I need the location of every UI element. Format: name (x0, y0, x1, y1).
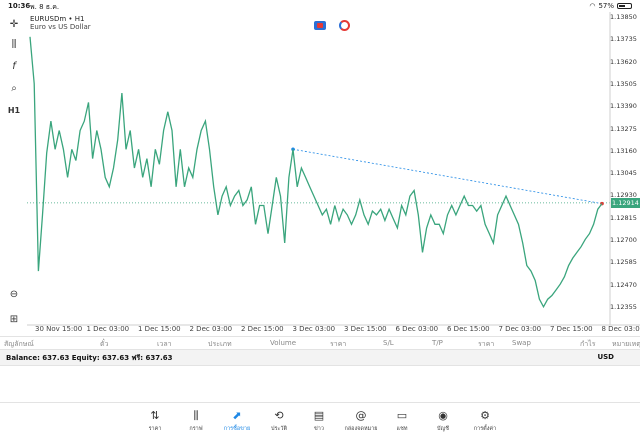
current-price-tag: 1.12914 (611, 197, 640, 208)
function-icon[interactable]: f (12, 61, 16, 72)
table-column-header[interactable]: เวลา (157, 340, 172, 348)
y-tick-label: 1.12585 (610, 258, 637, 267)
table-column-header[interactable]: กำไร (580, 340, 596, 348)
table-column-header[interactable]: ประเภท (208, 340, 232, 348)
x-tick-label: 3 Dec 15:00 (344, 325, 387, 333)
one-click-trading-icon[interactable] (314, 21, 326, 30)
battery-percent: 57% (598, 2, 614, 10)
nav-item[interactable]: ⟲ ประวัติ (261, 409, 297, 433)
y-tick-label: 1.12470 (610, 280, 637, 289)
nav-item[interactable]: ⇅ ราคา (137, 409, 173, 433)
nav-label: ราคา (148, 426, 162, 432)
date: พ. 8 ธ.ค. (30, 3, 60, 11)
x-tick-label: 7 Dec 15:00 (550, 325, 593, 333)
status-bar: 10:36 พ. 8 ธ.ค. ◠ 57% (0, 0, 640, 12)
clock: 10:36 (8, 2, 31, 10)
account-icon: ◉ (438, 409, 448, 422)
settings-icon: ⚙ (480, 409, 490, 422)
nav-label: การตั้งค่า (473, 426, 497, 432)
table-column-header[interactable]: สัญลักษณ์ (4, 340, 34, 348)
balance-summary: Balance: 637.63 Equity: 637.63 ฟรี: 637.… (6, 354, 173, 362)
history-icon: ⟲ (274, 409, 284, 422)
nav-label: การซื้อขาย (223, 426, 251, 432)
nav-label: แชท (396, 426, 408, 432)
y-tick-label: 1.12930 (610, 191, 637, 200)
y-tick-label: 1.12355 (610, 302, 637, 311)
nav-label: กล่องจดหมาย (344, 426, 378, 432)
quotes-icon: ⇅ (150, 409, 160, 422)
price-series-group (29, 36, 603, 309)
y-tick-label: 1.13045 (610, 169, 637, 178)
y-tick-label: 1.13850 (610, 13, 637, 21)
mailbox-icon: @ (355, 409, 367, 422)
table-column-header[interactable]: S/L (383, 339, 394, 347)
y-tick-label: 1.13160 (610, 146, 637, 155)
objects-icon[interactable]: ⌕ (11, 83, 17, 94)
table-column-header[interactable]: Volume (270, 339, 297, 347)
y-tick-label: 1.13620 (610, 57, 637, 66)
nav-item[interactable]: ⫼ กราฟ (178, 409, 214, 433)
x-tick-label: 1 Dec 15:00 (138, 325, 181, 333)
battery-icon (617, 3, 632, 9)
account-summary-row: Balance: 637.63 Equity: 637.63 ฟรี: 637.… (0, 350, 640, 366)
symbol-title: EURUSDm • H1 (30, 15, 85, 23)
price-chart[interactable]: EURUSDm • H1 Euro vs US Dollar 1.13850 1.… (27, 12, 640, 335)
trendline (292, 148, 603, 205)
nav-label: ข่าว (314, 426, 324, 432)
signal-indicator-icon[interactable] (339, 20, 350, 31)
nav-item[interactable]: ▭ แชท (384, 409, 420, 433)
wifi-icon: ◠ (589, 2, 596, 10)
nav-label: ประวัติ (270, 426, 288, 432)
crosshair-icon[interactable]: ✛ (9, 19, 19, 30)
x-tick-label: 6 Dec 03:00 (395, 325, 439, 333)
y-tick-label: 1.12815 (610, 213, 637, 222)
positions-table-header: สัญลักษณ์ ตั๋ว เวลา ประเภท Volume ราคา S/L T/P ร… (0, 336, 640, 350)
status-icons: ◠ 57% (589, 2, 632, 10)
chart-toolbar: ✛ ⫼ f ⌕ H1 ⊖ ⊞ (0, 12, 27, 327)
x-tick-label: 7 Dec 03:00 (498, 325, 542, 333)
x-tick-label: 2 Dec 03:00 (189, 325, 233, 333)
y-tick-label: 1.13505 (610, 79, 637, 88)
x-tick-label: 30 Nov 15:00 (35, 325, 83, 333)
y-tick-label: 1.13735 (610, 35, 637, 44)
y-tick-label: 1.13390 (610, 102, 637, 111)
nav-label: บัญชี (437, 426, 449, 432)
indicators-icon[interactable]: ⫼ (11, 39, 17, 50)
nav-label: กราฟ (189, 426, 203, 432)
symbol-description: Euro vs US Dollar (30, 23, 91, 31)
table-column-header[interactable]: ตั๋ว (100, 340, 109, 348)
account-currency: USD (597, 353, 614, 361)
nav-item[interactable]: ▤ ข่าว (301, 409, 337, 433)
news-icon: ▤ (313, 409, 325, 422)
table-column-header[interactable]: หมายเหตุ (612, 340, 640, 348)
x-tick-label: 1 Dec 03:00 (86, 325, 130, 333)
zoom-icon[interactable]: ⊖ (9, 289, 19, 300)
new-order-icon[interactable]: ⊞ (9, 314, 19, 325)
nav-item[interactable]: ◉ บัญชี (425, 409, 461, 433)
x-tick-label: 3 Dec 03:00 (292, 325, 336, 333)
trade-icon: ⬈ (232, 409, 242, 422)
table-column-header[interactable]: Swap (512, 339, 531, 347)
chart-canvas (27, 12, 640, 326)
chat-icon: ▭ (396, 409, 408, 422)
nav-item[interactable]: @ กล่องจดหมาย (343, 409, 379, 433)
trendline-group (291, 147, 604, 206)
nav-item[interactable]: ⚙ การตั้งค่า (467, 409, 503, 433)
y-tick-label: 1.12700 (610, 236, 637, 244)
timeframe-button[interactable]: H1 (7, 106, 21, 115)
x-tick-label: 2 Dec 15:00 (241, 325, 284, 333)
x-tick-label: 8 Dec 03:00 (601, 325, 640, 333)
y-tick-label: 1.13275 (610, 124, 637, 133)
nav-item[interactable]: ⬈ การซื้อขาย (219, 409, 255, 433)
x-tick-label: 6 Dec 15:00 (447, 325, 490, 333)
chart-icon: ⫼ (193, 409, 199, 422)
price-line (29, 36, 603, 309)
table-column-header[interactable]: T/P (432, 339, 443, 347)
table-column-header[interactable]: ราคา (478, 340, 495, 348)
bottom-navigation: ⇅ ราคา ⫼ กราฟ ⬈ การซื้อขาย ⟲ ประวัติ ▤ ข่าว @ กล่อง… (0, 402, 640, 447)
table-column-header[interactable]: ราคา (330, 340, 347, 348)
